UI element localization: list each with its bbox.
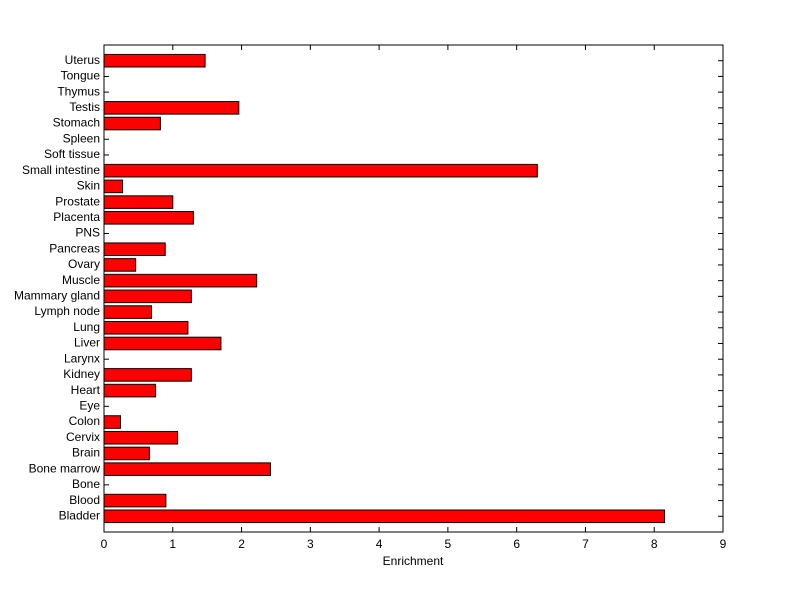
y-tick-label: Pancreas <box>49 241 100 255</box>
bar <box>103 53 206 68</box>
x-tick-label: 0 <box>101 537 108 551</box>
y-tick-label: PNS <box>75 226 100 240</box>
y-tick-label: Cervix <box>66 430 100 444</box>
y-tick-label: Small intestine <box>22 163 100 177</box>
bar <box>103 289 192 304</box>
y-tick-label: Colon <box>69 414 100 428</box>
y-tick-label: Liver <box>74 336 100 350</box>
x-tick-label: 1 <box>169 537 176 551</box>
y-tick-label: Skin <box>77 179 100 193</box>
y-tick-label: Stomach <box>53 116 100 130</box>
bar <box>103 258 137 272</box>
y-tick-label: Blood <box>69 493 100 507</box>
y-tick-label: Spleen <box>63 131 100 145</box>
y-tick-label: Eye <box>79 398 100 412</box>
x-tick-label: 4 <box>376 537 383 551</box>
y-tick-label: Larynx <box>64 351 100 365</box>
x-tick-label: 7 <box>582 537 589 551</box>
bar <box>103 509 666 524</box>
y-tick-label: Muscle <box>62 273 100 287</box>
bar <box>103 179 124 194</box>
y-tick-label: Prostate <box>55 194 100 208</box>
y-tick-label: Ovary <box>68 257 100 271</box>
y-tick-label: Thymus <box>57 84 100 98</box>
bar <box>103 383 157 398</box>
bar <box>103 446 150 461</box>
y-tick-label: Lung <box>73 320 100 334</box>
x-tick-label: 2 <box>238 537 245 551</box>
x-tick-label: 5 <box>445 537 452 551</box>
bar <box>103 305 152 319</box>
y-tick-label: Brain <box>72 446 100 460</box>
y-tick-label: Heart <box>71 383 101 397</box>
bar <box>103 101 240 115</box>
bar <box>103 195 174 209</box>
bar <box>103 116 161 131</box>
bar <box>103 336 222 351</box>
y-tick-label: Tongue <box>61 69 101 83</box>
y-tick-label: Testis <box>69 100 100 114</box>
bar <box>103 368 192 382</box>
y-tick-label: Placenta <box>53 210 100 224</box>
x-tick-label: 3 <box>307 537 314 551</box>
bar <box>103 415 122 429</box>
plot-frame <box>103 44 724 533</box>
bar <box>103 493 167 508</box>
bar <box>103 163 538 178</box>
y-tick-label: Uterus <box>65 53 100 67</box>
x-tick-label: 8 <box>651 537 658 551</box>
x-tick-label: 9 <box>720 537 727 551</box>
y-tick-label: Kidney <box>63 367 100 381</box>
y-tick-label: Bone <box>72 477 100 491</box>
bar <box>103 430 179 445</box>
y-tick-label: Soft tissue <box>44 147 100 161</box>
x-axis-label: Enrichment <box>383 554 444 568</box>
bar <box>103 211 194 225</box>
bar <box>103 242 166 257</box>
y-tick-label: Bone marrow <box>29 461 101 475</box>
y-tick-label: Mammary gland <box>14 289 100 303</box>
bar <box>103 320 189 335</box>
x-tick-label: 6 <box>513 537 520 551</box>
y-tick-label: Lymph node <box>34 304 100 318</box>
bar <box>103 273 258 288</box>
bar <box>103 462 271 476</box>
y-tick-label: Bladder <box>59 508 100 522</box>
